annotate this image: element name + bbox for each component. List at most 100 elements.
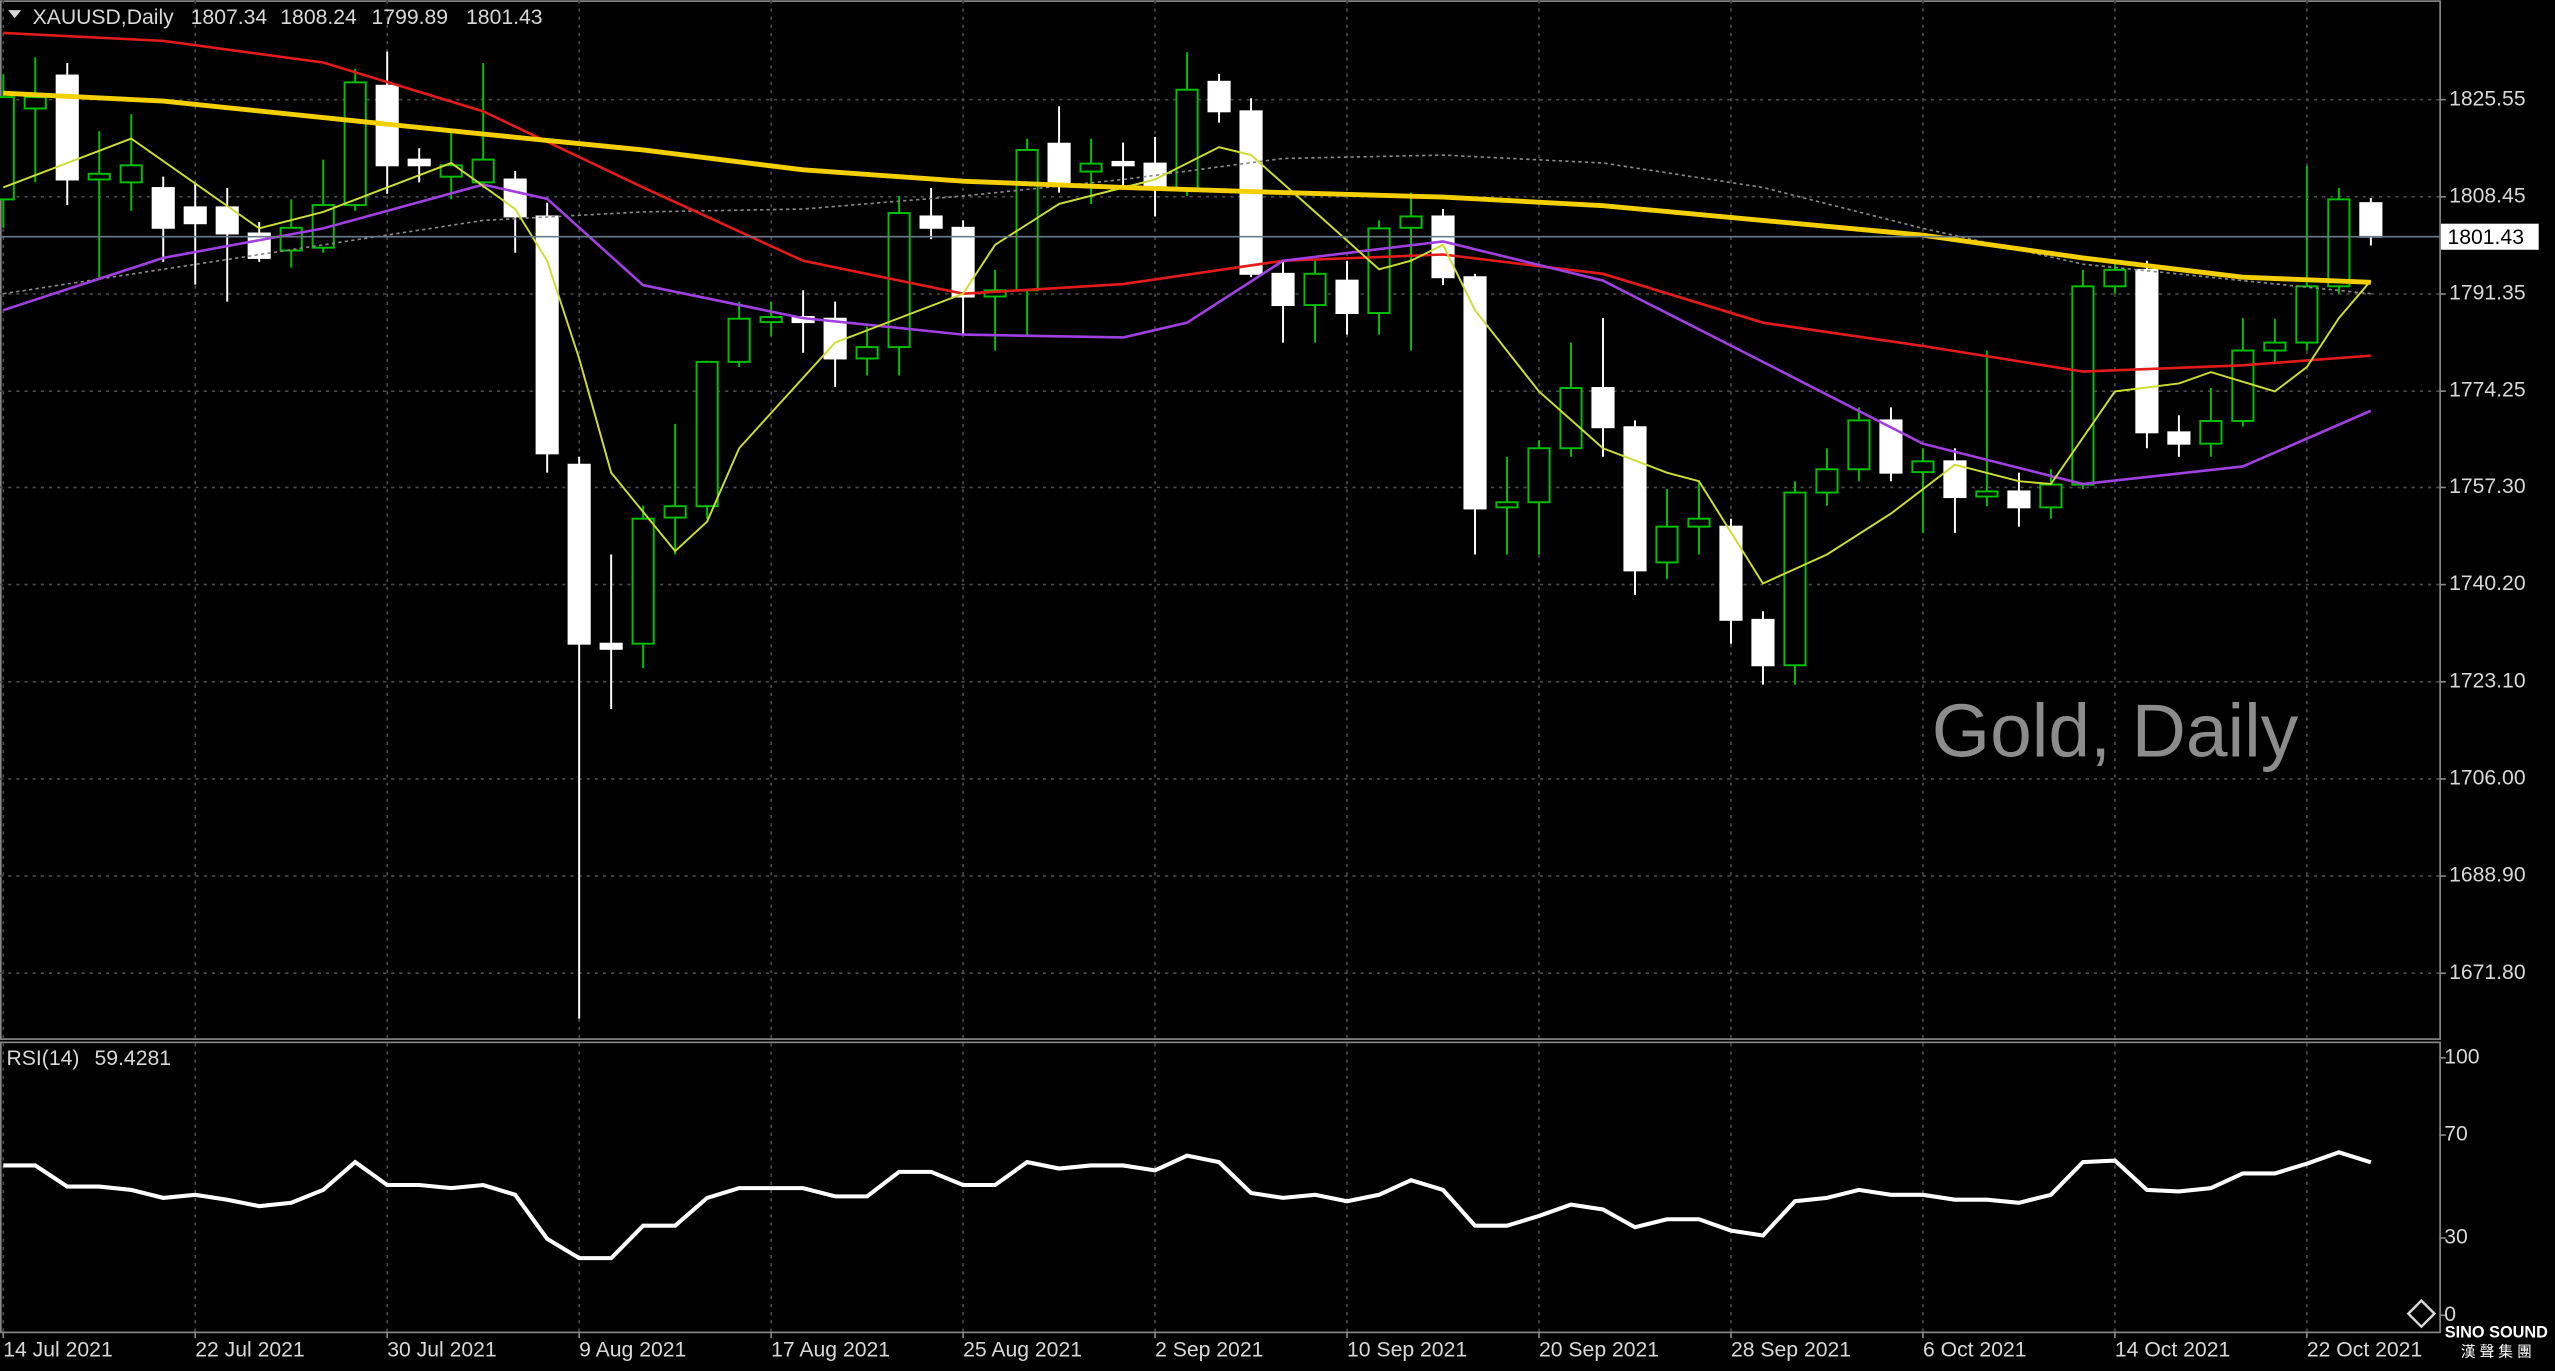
header-close: 1801.43 bbox=[466, 6, 543, 29]
marks: 1801.43 bbox=[0, 31, 2539, 1261]
x-tick-label: 14 Oct 2021 bbox=[2115, 1339, 2230, 1362]
rsi-title: RSI(14) bbox=[7, 1047, 80, 1070]
logo-name: SINO SOUND bbox=[2445, 1324, 2548, 1342]
rsi-tick-label: 30 bbox=[2444, 1226, 2468, 1249]
price-tag-label: 1801.43 bbox=[2447, 226, 2524, 249]
candle-body bbox=[599, 642, 623, 650]
symbol-title: XAUUSD,Daily bbox=[33, 6, 175, 29]
rsi-line bbox=[3, 1150, 2372, 1261]
candle-body bbox=[1751, 618, 1775, 667]
x-tick-label: 6 Oct 2021 bbox=[1923, 1339, 2027, 1362]
candle-body bbox=[439, 164, 463, 178]
y-tick-label: 1723.10 bbox=[2449, 669, 2526, 692]
candle-body bbox=[119, 164, 143, 184]
x-tick-label: 22 Jul 2021 bbox=[195, 1339, 304, 1362]
candle-body bbox=[183, 206, 207, 225]
candle-body bbox=[1047, 142, 1071, 186]
candle-body bbox=[1623, 426, 1647, 572]
logo-sub: 漢 聲 集 團 bbox=[2461, 1344, 2532, 1361]
candle-body bbox=[151, 187, 175, 229]
y-tick-label: 1740.20 bbox=[2449, 572, 2526, 595]
candle-body bbox=[1175, 88, 1199, 191]
candle-body bbox=[855, 346, 879, 360]
candle-body bbox=[1879, 419, 1903, 474]
candle-body bbox=[279, 226, 303, 252]
candle-body bbox=[1783, 491, 1807, 667]
y-tick-label: 1825.55 bbox=[2449, 87, 2526, 110]
candle-body bbox=[87, 172, 111, 181]
candle-body bbox=[951, 226, 975, 298]
candle-body bbox=[1111, 160, 1135, 167]
main-panel-frame bbox=[0, 0, 2441, 1040]
logo: SINO SOUND 漢 聲 集 團 bbox=[2406, 1298, 2548, 1361]
y-tick-label: 1688.90 bbox=[2449, 864, 2526, 887]
logo-icon bbox=[2406, 1298, 2437, 1329]
moving-average-line bbox=[3, 31, 2371, 373]
candle-body bbox=[823, 317, 847, 360]
candle-body bbox=[1335, 279, 1359, 315]
candle-body bbox=[1655, 525, 1679, 564]
candle-body bbox=[1207, 80, 1231, 113]
collapse-arrow[interactable] bbox=[8, 10, 22, 19]
candle-body bbox=[23, 96, 47, 110]
price-tag bbox=[2440, 223, 2539, 250]
y-tick-label: 1791.35 bbox=[2449, 282, 2526, 305]
candle-body bbox=[2327, 198, 2351, 288]
candle-body bbox=[2071, 285, 2095, 486]
x-tick-label: 17 Aug 2021 bbox=[771, 1339, 890, 1362]
candle-body bbox=[1527, 447, 1551, 504]
candle-body bbox=[1271, 272, 1295, 307]
candle-body bbox=[215, 206, 239, 235]
header-low: 1799.89 bbox=[372, 6, 449, 29]
candle-body bbox=[2231, 349, 2255, 422]
rsi-tick-label: 0 bbox=[2444, 1303, 2456, 1326]
candle-body bbox=[1303, 272, 1327, 307]
x-tick-label: 28 Sep 2021 bbox=[1731, 1339, 1851, 1362]
candle-body bbox=[503, 178, 527, 218]
candle-body bbox=[535, 215, 559, 455]
candle-body bbox=[1911, 460, 1935, 474]
candle-body bbox=[1079, 162, 1103, 173]
x-tick-label: 10 Sep 2021 bbox=[1347, 1339, 1467, 1362]
header-open: 1807.34 bbox=[191, 6, 268, 29]
rsi-tick-label: 100 bbox=[2444, 1045, 2479, 1068]
y-tick-label: 1757.30 bbox=[2449, 475, 2526, 498]
candle-body bbox=[1591, 387, 1615, 429]
candle-body bbox=[407, 158, 431, 167]
x-tick-label: 9 Aug 2021 bbox=[579, 1339, 686, 1362]
y-tick-label: 1671.80 bbox=[2449, 961, 2526, 984]
candle-body bbox=[1399, 215, 1423, 229]
candle-body bbox=[1719, 525, 1743, 621]
candle-body bbox=[1847, 419, 1871, 471]
candle-body bbox=[567, 463, 591, 645]
candle-body bbox=[343, 81, 367, 207]
y-tick-label: 1706.00 bbox=[2449, 767, 2526, 790]
candle-body bbox=[1367, 227, 1391, 315]
y-tick-label: 1808.45 bbox=[2449, 184, 2526, 207]
candle-body bbox=[2199, 419, 2223, 445]
candle-body bbox=[695, 360, 719, 508]
x-tick-label: 30 Jul 2021 bbox=[387, 1339, 496, 1362]
candle-body bbox=[727, 317, 751, 363]
candle-body bbox=[919, 215, 943, 229]
candle-body bbox=[1975, 490, 1999, 498]
candle-body bbox=[2295, 285, 2319, 344]
x-tick-label: 25 Aug 2021 bbox=[963, 1339, 1082, 1362]
candle-body bbox=[2167, 431, 2191, 445]
moving-average-line bbox=[2, 137, 2372, 585]
candle-body bbox=[2359, 202, 2383, 238]
x-tick-label: 20 Sep 2021 bbox=[1539, 1339, 1659, 1362]
candle-body bbox=[1687, 517, 1711, 528]
candle-body bbox=[2135, 268, 2159, 434]
candle-body bbox=[2103, 268, 2127, 288]
moving-average-line bbox=[2, 183, 2372, 486]
x-tick-label: 22 Oct 2021 bbox=[2307, 1339, 2422, 1362]
candle-body bbox=[663, 505, 687, 519]
candle-body bbox=[1463, 276, 1487, 510]
candle-body bbox=[55, 74, 79, 181]
moving-average-line bbox=[3, 90, 2371, 285]
y-tick-label: 1774.25 bbox=[2449, 379, 2526, 402]
candle-body bbox=[631, 517, 655, 645]
